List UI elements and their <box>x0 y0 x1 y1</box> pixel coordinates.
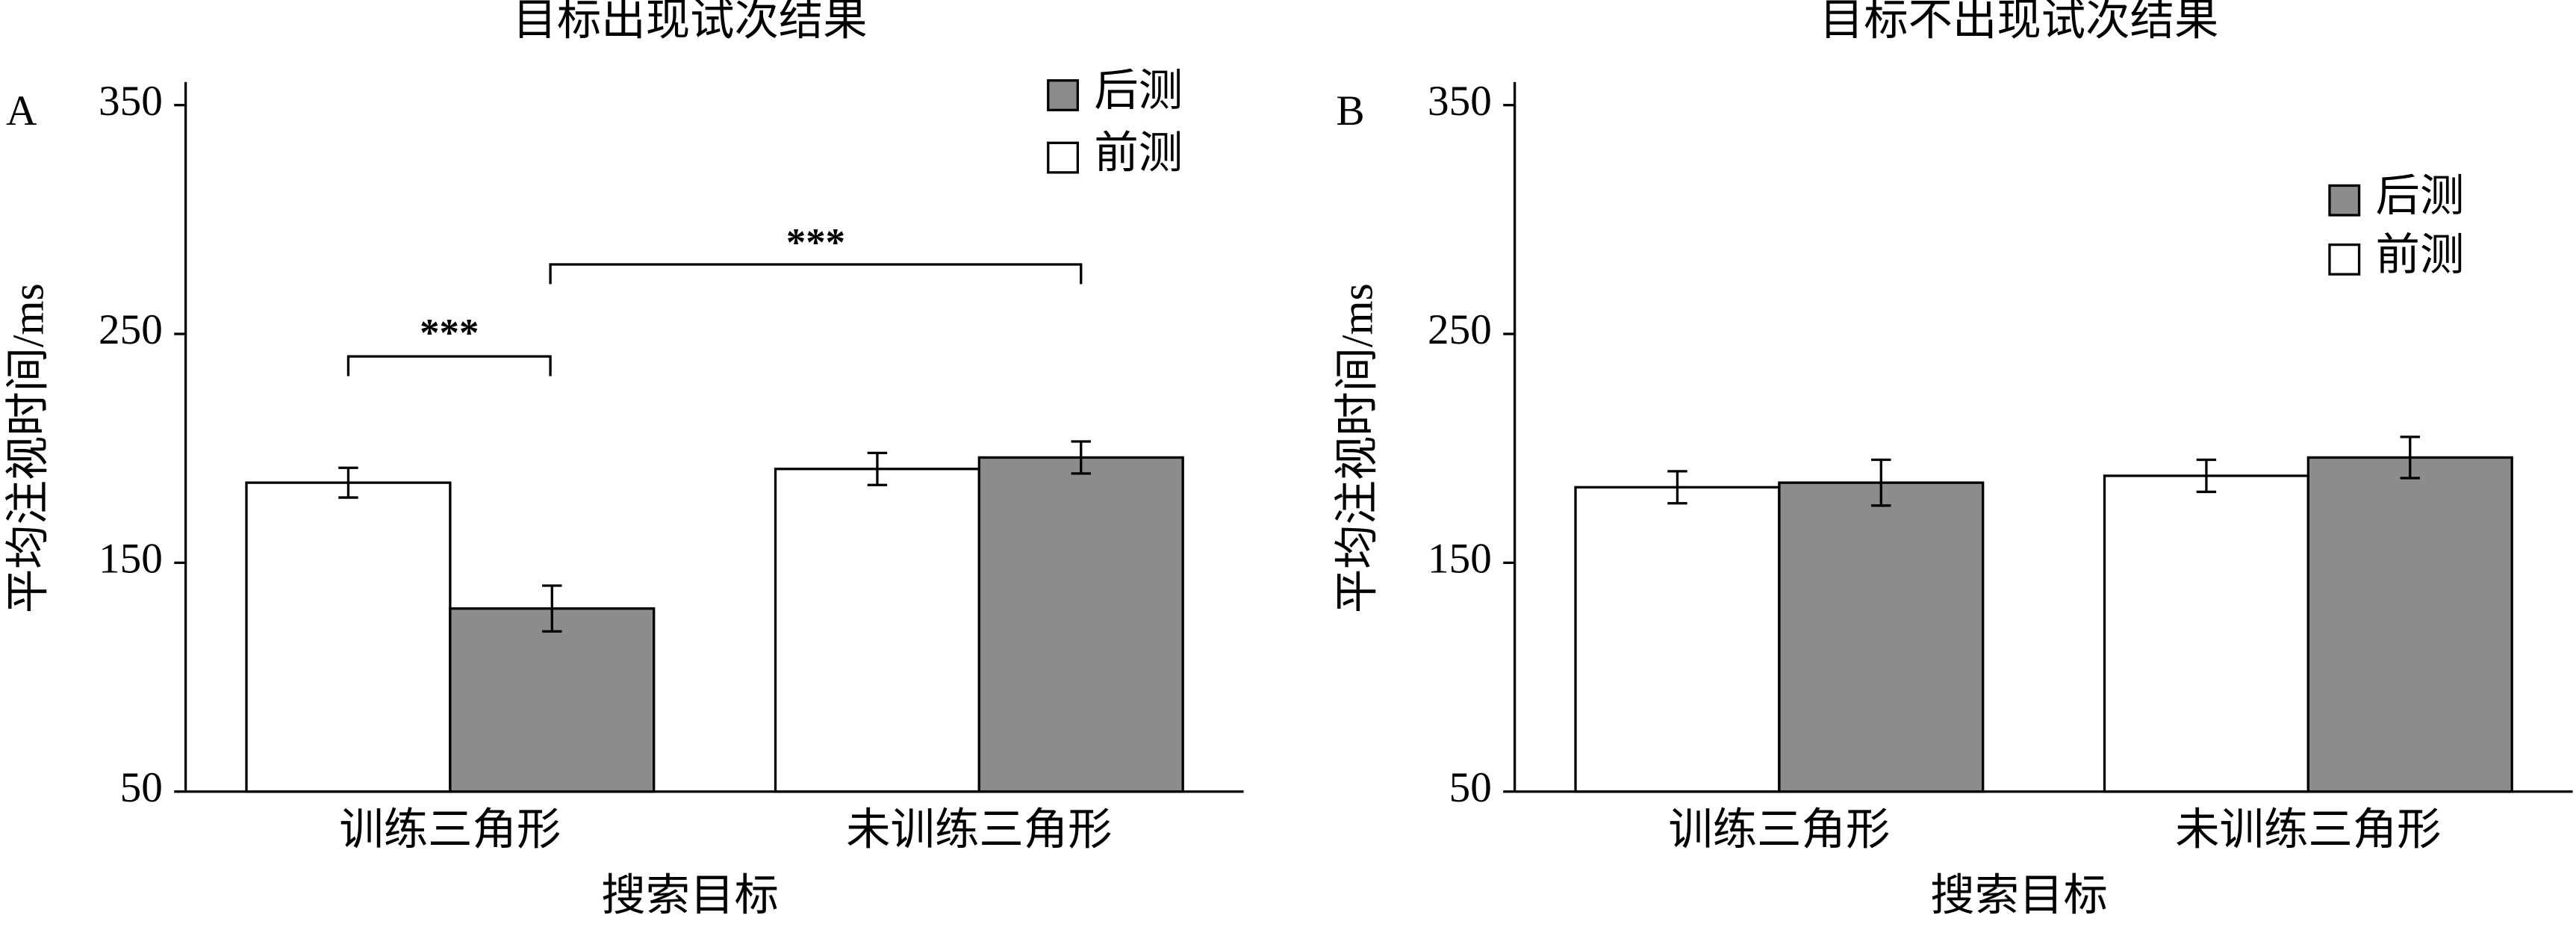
error-bar <box>338 466 358 499</box>
error-bar <box>2196 458 2217 494</box>
panel-label: B <box>1337 87 1365 134</box>
significance-bracket <box>549 263 1083 285</box>
bar <box>977 456 1184 793</box>
legend-swatch <box>1047 79 1080 111</box>
legend-label: 前测 <box>1094 128 1183 178</box>
y-tick-label: 250 <box>1428 306 1492 353</box>
error-bar <box>867 451 888 486</box>
error-bar <box>1071 440 1091 475</box>
chart-title: 目标不出现试次结果 <box>1820 0 2219 45</box>
bar <box>1778 481 1985 793</box>
legend-swatch <box>2328 243 2361 276</box>
bar <box>245 481 452 793</box>
y-tick-label: 250 <box>99 306 163 353</box>
x-tick-label: 未训练三角形 <box>2175 805 2441 855</box>
x-tick-label: 未训练三角形 <box>846 805 1112 855</box>
bar <box>774 468 981 793</box>
x-axis-label: 搜索目标 <box>1930 870 2108 920</box>
legend-label: 后测 <box>2376 171 2465 220</box>
bar <box>449 607 656 793</box>
y-tick-label: 350 <box>99 78 163 125</box>
significance-label: *** <box>786 221 845 264</box>
error-bar <box>1667 470 1687 505</box>
y-axis-label: 平均注视时间/ms <box>1333 283 1382 613</box>
legend-swatch <box>1047 141 1080 174</box>
bar <box>2306 456 2513 793</box>
y-tick-label: 150 <box>99 536 163 583</box>
significance-label: *** <box>420 311 479 355</box>
error-bar <box>542 584 562 633</box>
y-tick-label: 50 <box>120 764 163 811</box>
y-tick-label: 150 <box>1428 536 1492 583</box>
bar <box>1574 486 1781 793</box>
legend-label: 前测 <box>2376 230 2465 279</box>
y-tick-label: 350 <box>1428 78 1492 125</box>
legend-swatch <box>2328 184 2361 217</box>
bar <box>2103 474 2310 793</box>
chart-title: 目标出现试次结果 <box>513 0 868 45</box>
legend-label: 后测 <box>1094 66 1183 115</box>
significance-bracket <box>346 355 552 376</box>
panel-label: A <box>6 87 37 134</box>
y-axis-label: 平均注视时间/ms <box>4 283 53 613</box>
error-bar <box>1871 458 1891 507</box>
x-axis-label: 搜索目标 <box>601 870 779 920</box>
x-tick-label: 训练三角形 <box>1668 805 1890 855</box>
y-tick-label: 50 <box>1449 764 1492 811</box>
error-bar <box>2400 435 2420 480</box>
x-tick-label: 训练三角形 <box>339 805 561 855</box>
